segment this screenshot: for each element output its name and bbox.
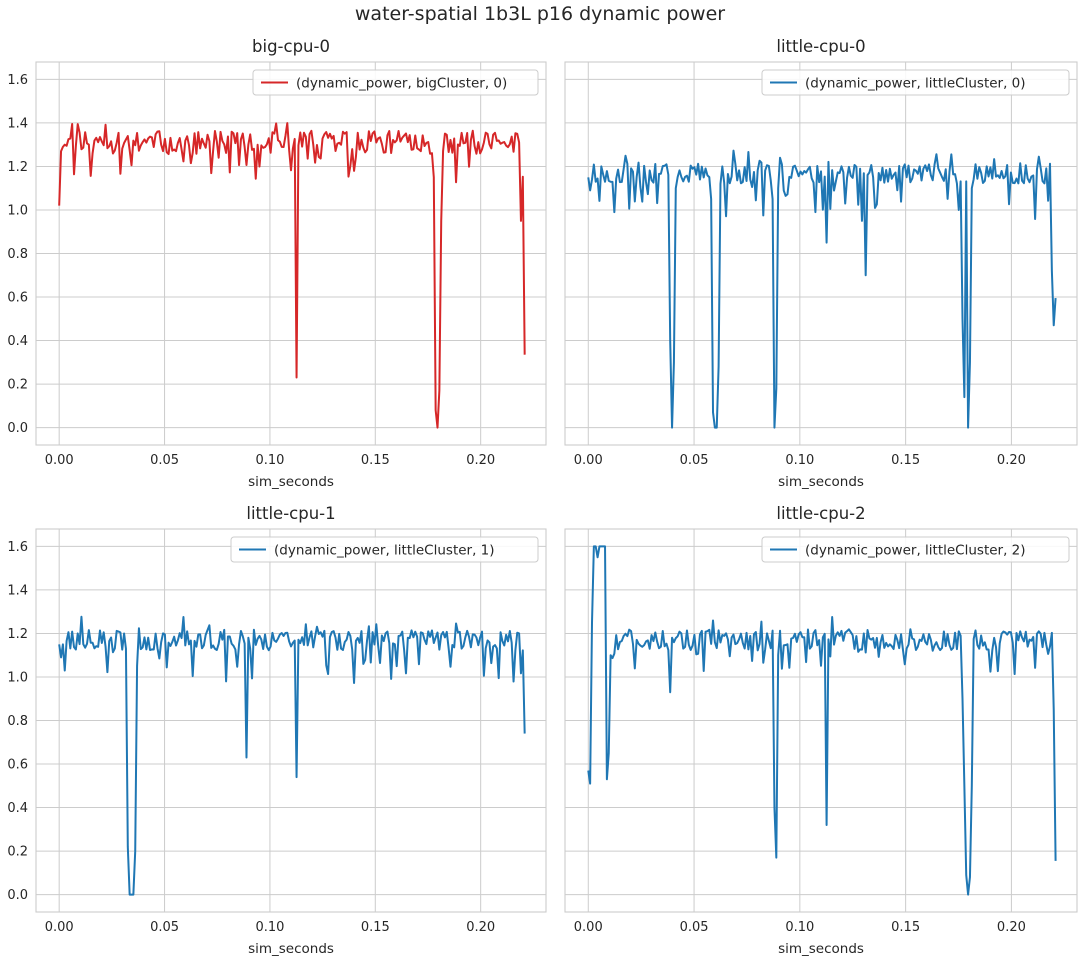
x-tick-label: 0.05 [150,453,179,468]
x-tick-label: 0.05 [680,920,709,935]
axes-frame [35,61,547,446]
y-tick-label: 0.0 [7,888,28,903]
legend-label: (dynamic_power, littleCluster, 1) [274,543,495,559]
series-line [587,545,1057,896]
legend: (dynamic_power, littleCluster, 1) [230,536,539,563]
y-tick-label: 1.6 [7,540,28,555]
y-tick-label: 0.0 [7,421,28,436]
subplot-title: little-cpu-2 [776,504,865,523]
legend-box [230,536,539,563]
legend-label: (dynamic_power, littleCluster, 2) [805,543,1026,559]
x-tick-label: 0.15 [891,920,920,935]
subplot-grid: 0.00.20.40.60.81.01.21.41.60.00 0.05 0.10 0… [7,37,1078,957]
y-tick-label: 1.2 [7,627,28,642]
x-tick-label: 0.20 [466,453,495,468]
series-line [58,615,526,896]
y-tick-label: 0.6 [7,758,28,773]
legend-box [252,69,539,96]
legend-box [761,536,1070,563]
y-tick-label: 0.8 [7,247,28,262]
y-tick-label: 1.0 [7,670,28,685]
x-tick-label: 0.20 [466,920,495,935]
y-tick-label: 0.2 [7,378,28,393]
x-tick-label: 0.00 [45,920,74,935]
x-axis-label: sim_seconds [778,474,864,490]
figure-title: water-spatial 1b3L p16 dynamic power [355,3,725,25]
subplot-little-cpu-1: 0.0 0.2 0.4 0.6 0.8 1.0 1.2 1.4 1.6 0.00 0.05 0.10 0… [7,504,547,957]
series-line [587,149,1057,429]
x-tick-label: 0.20 [997,920,1026,935]
subplot-little-cpu-0: 0.00 0.05 0.10 0.15 0.20 sim_seconds little-cp… [564,37,1078,490]
y-tick-label: 0.6 [7,291,28,306]
subplot-title: big-cpu-0 [252,37,330,56]
x-tick-label: 0.10 [785,920,814,935]
y-tick-label: 0.4 [7,334,28,349]
legend-box [761,69,1070,96]
legend: (dynamic_power, littleCluster, 2) [761,536,1070,563]
y-tick-label: 1.2 [7,160,28,175]
x-axis-label: sim_seconds [248,474,334,490]
x-tick-label: 0.00 [574,453,603,468]
x-tick-label: 0.15 [891,453,920,468]
legend: (dynamic_power, littleCluster, 0) [761,69,1070,96]
y-tick-label: 0.4 [7,801,28,816]
x-tick-label: 0.15 [361,453,390,468]
x-tick-label: 0.20 [997,453,1026,468]
subplot-little-cpu-2: 0.00 0.05 0.10 0.15 0.20 sim_seconds little-cp… [564,504,1078,957]
y-tick-label: 1.6 [7,73,28,88]
y-tick-label: 1.4 [7,583,28,598]
subplot-title: little-cpu-1 [246,504,335,523]
axes-frame [564,528,1078,913]
x-tick-label: 0.10 [785,453,814,468]
x-tick-label: 0.05 [680,453,709,468]
legend-label: (dynamic_power, bigCluster, 0) [296,76,507,92]
y-tick-label: 0.8 [7,714,28,729]
x-axis-label: sim_seconds [778,941,864,957]
legend: (dynamic_power, bigCluster, 0) [252,69,539,96]
x-tick-label: 0.00 [45,453,74,468]
axes-frame [35,528,547,913]
x-axis-label: sim_seconds [248,941,334,957]
x-tick-label: 0.00 [574,920,603,935]
axes-frame [564,61,1078,446]
x-tick-label: 0.05 [150,920,179,935]
x-tick-label: 0.15 [361,920,390,935]
subplot-title: little-cpu-0 [776,37,865,56]
subplot-big-cpu-0: 0.0 0.2 0.4 0.6 0.8 1.0 1.2 1.4 1.6 0.00 0.05 0.10 0… [7,37,547,490]
x-tick-label: 0.10 [255,453,284,468]
y-tick-label: 0.2 [7,845,28,860]
series-line [58,122,526,429]
y-tick-label: 1.0 [7,203,28,218]
legend-label: (dynamic_power, littleCluster, 0) [805,76,1026,92]
x-tick-label: 0.10 [255,920,284,935]
y-tick-label: 1.4 [7,116,28,131]
